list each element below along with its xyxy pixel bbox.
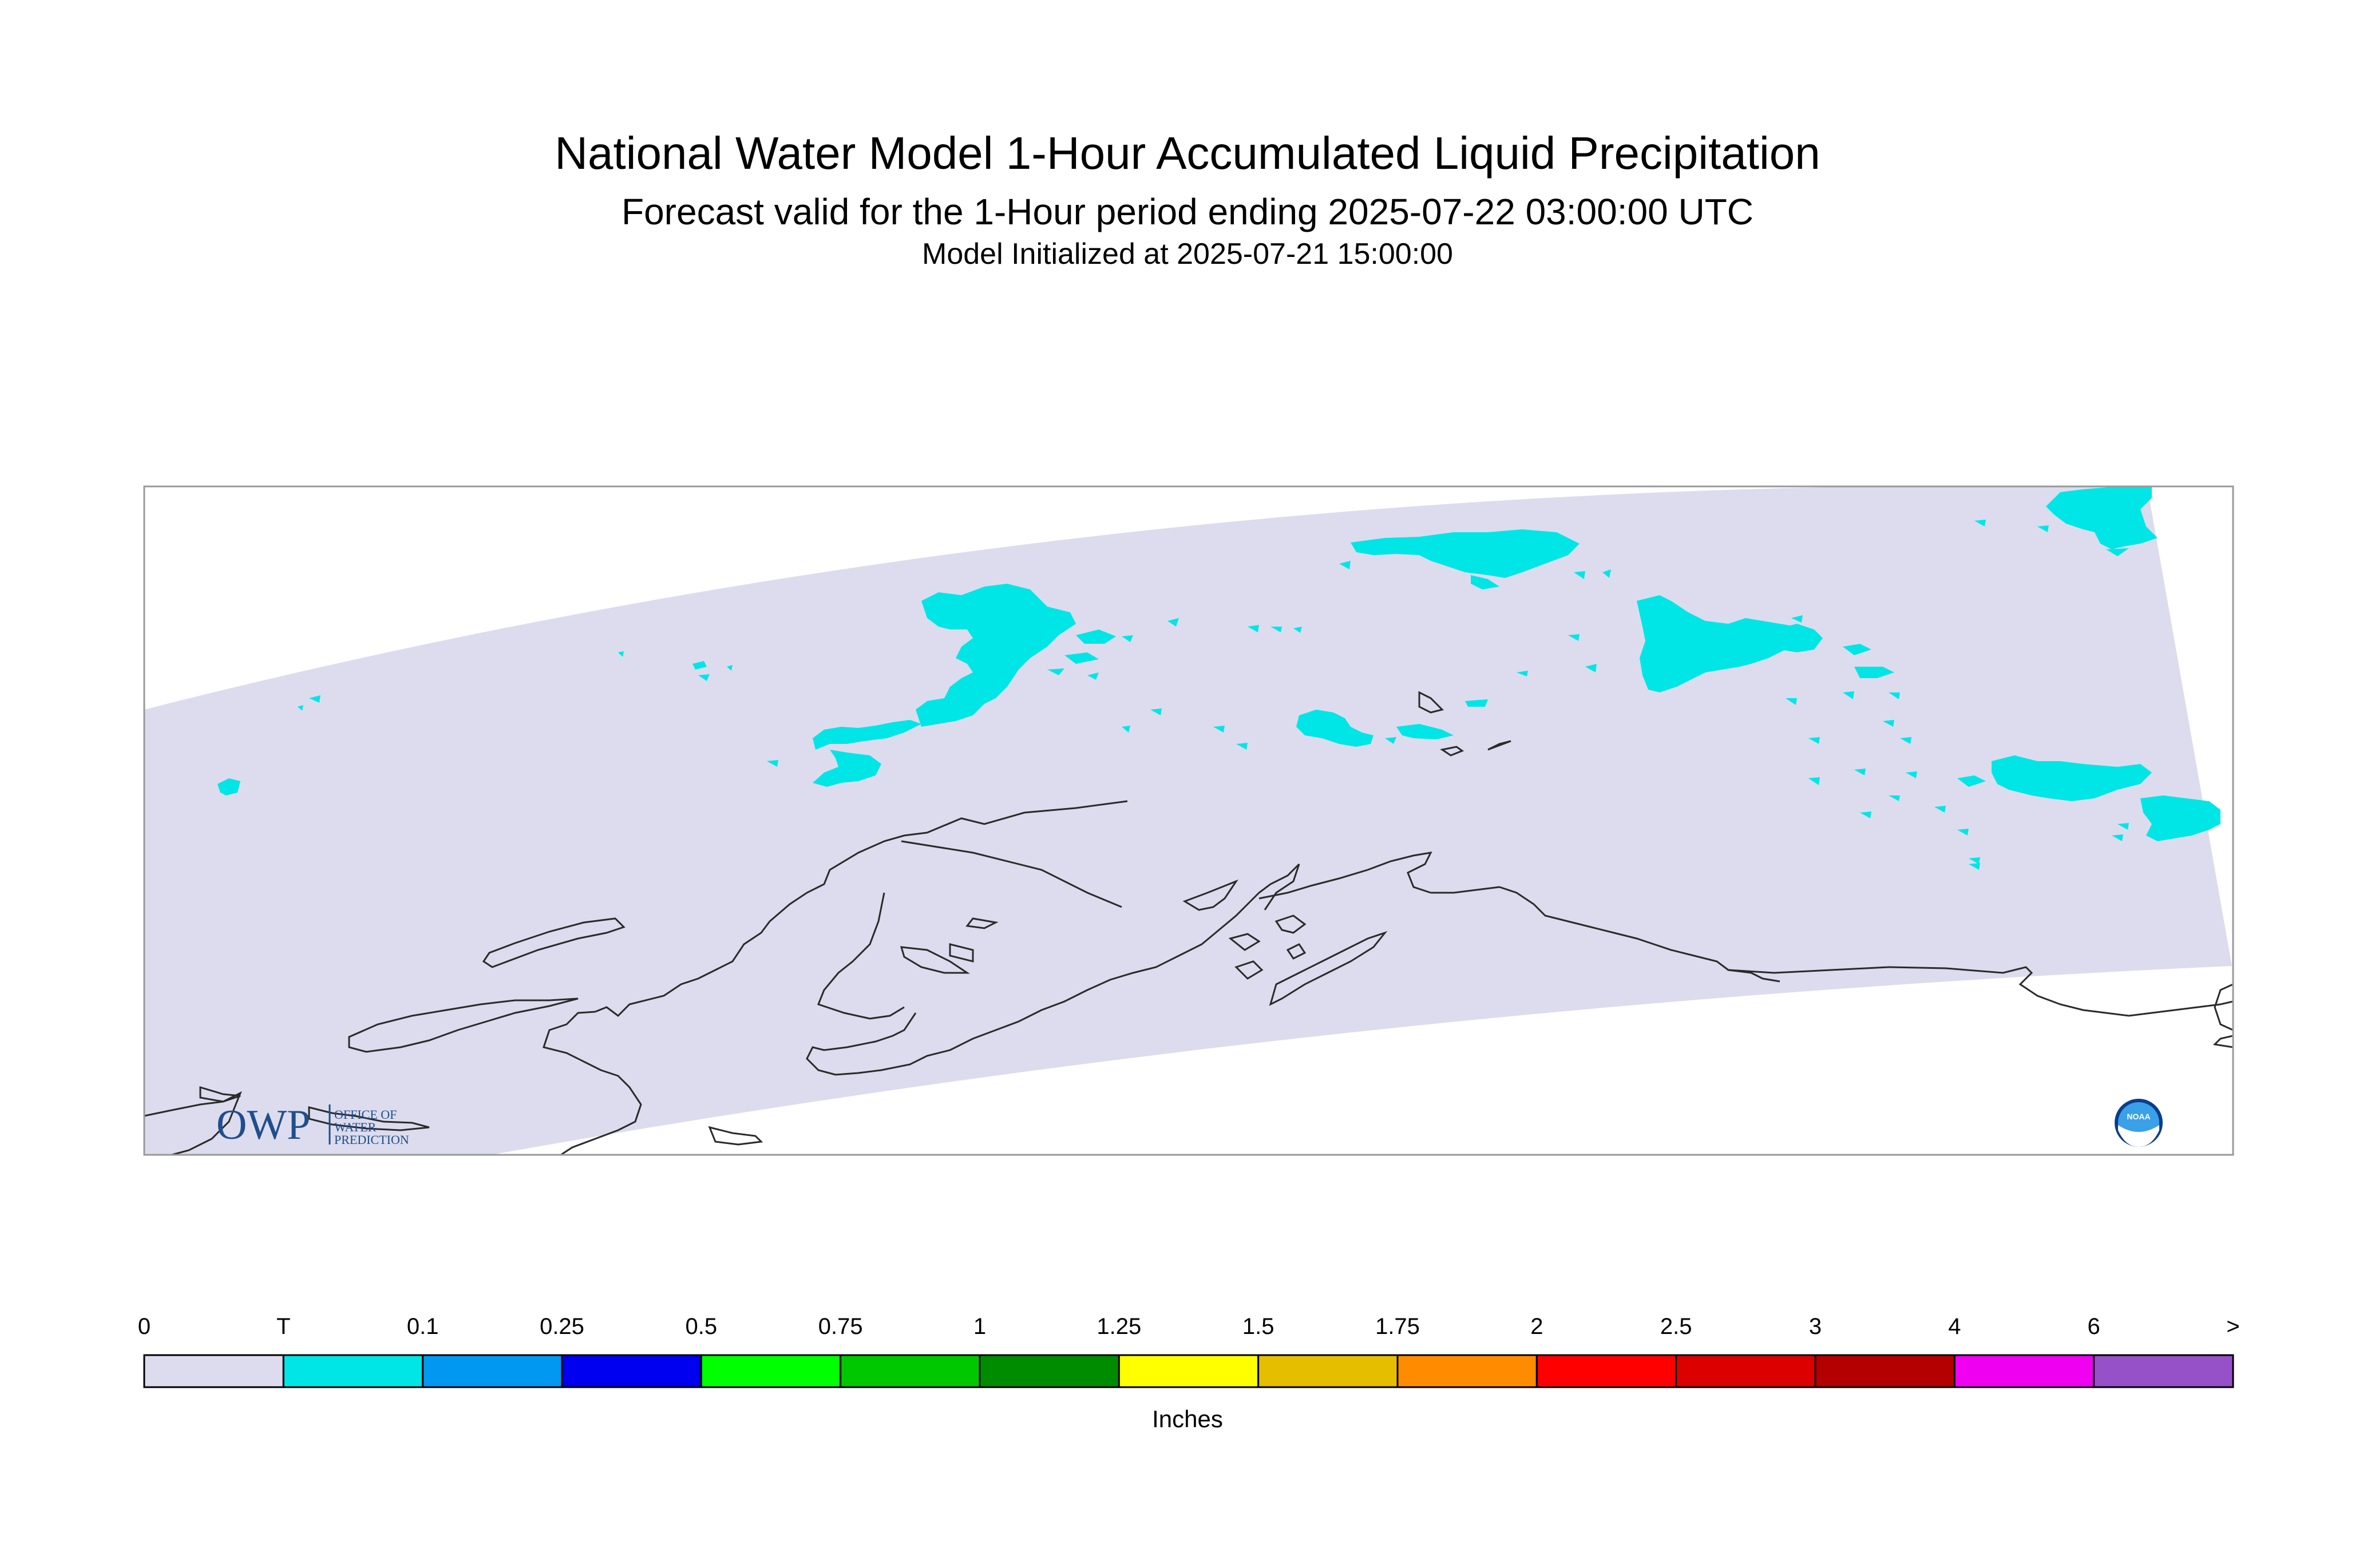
legend-tick-label: 1 xyxy=(973,1314,987,1339)
owp-logo-line3: PREDICTION xyxy=(334,1133,409,1147)
legend-swatch xyxy=(143,1354,284,1388)
legend-tick-label: 3 xyxy=(1808,1314,1822,1339)
legend-swatch xyxy=(700,1354,842,1388)
legend-swatch xyxy=(422,1354,563,1388)
model-domain xyxy=(144,486,2232,1155)
legend-swatch xyxy=(1953,1354,2095,1388)
legend-swatch xyxy=(1118,1354,1260,1388)
owp-logo-line2: WATER xyxy=(334,1120,377,1134)
legend-tick-label: 1.5 xyxy=(1242,1314,1274,1339)
legend-tick-label: 1.25 xyxy=(1097,1314,1142,1339)
legend-swatch xyxy=(1396,1354,1538,1388)
legend-tick-label: 2.5 xyxy=(1660,1314,1692,1339)
init-time: Model Initialized at 2025-07-21 15:00:00 xyxy=(922,237,1453,271)
legend-swatch xyxy=(1535,1354,1677,1388)
map-frame xyxy=(143,485,2234,1156)
legend-tick-label: 0.25 xyxy=(540,1314,584,1339)
legend-swatch xyxy=(1814,1354,1956,1388)
legend-swatch xyxy=(561,1354,702,1388)
legend-units: Inches xyxy=(1152,1405,1223,1432)
owp-logo-line1: OFFICE OF xyxy=(334,1107,397,1122)
legend-swatch xyxy=(840,1354,981,1388)
legend-tick-label: 0.75 xyxy=(818,1314,863,1339)
coastline-mainland xyxy=(595,800,1128,1017)
legend-tick-label: 0.5 xyxy=(685,1314,718,1339)
legend-tick-label: > xyxy=(2226,1314,2240,1339)
noaa-logo-text: NOAA xyxy=(2127,1112,2150,1121)
color-legend xyxy=(143,1354,2234,1388)
legend-swatch xyxy=(2093,1354,2234,1388)
legend-swatch xyxy=(1675,1354,1816,1388)
legend-tick-label: 0.1 xyxy=(406,1314,439,1339)
legend-tick-label: 1.75 xyxy=(1375,1314,1420,1339)
legend-swatch xyxy=(282,1354,424,1388)
legend-tick-label: 0 xyxy=(137,1314,151,1339)
precip-trace-areas xyxy=(217,486,2220,870)
legend-swatch xyxy=(979,1354,1120,1388)
noaa-logo: NOAA xyxy=(2115,1099,2163,1147)
legend-tick-label: T xyxy=(276,1314,291,1339)
legend-tick-label: 2 xyxy=(1530,1314,1543,1339)
legend-tick-label: 4 xyxy=(1948,1314,1961,1339)
page-title: National Water Model 1-Hour Accumulated … xyxy=(555,128,1820,179)
legend-tick-label: 6 xyxy=(2087,1314,2100,1339)
legend-swatch xyxy=(1257,1354,1399,1388)
owp-logo: OWP OFFICE OF WATER PREDICTION xyxy=(216,1102,409,1149)
precip-cell xyxy=(916,584,1076,727)
owp-logo-mark: OWP xyxy=(216,1102,310,1149)
forecast-subtitle: Forecast valid for the 1-Hour period end… xyxy=(621,191,1754,232)
coastline-lines xyxy=(144,691,2233,1155)
